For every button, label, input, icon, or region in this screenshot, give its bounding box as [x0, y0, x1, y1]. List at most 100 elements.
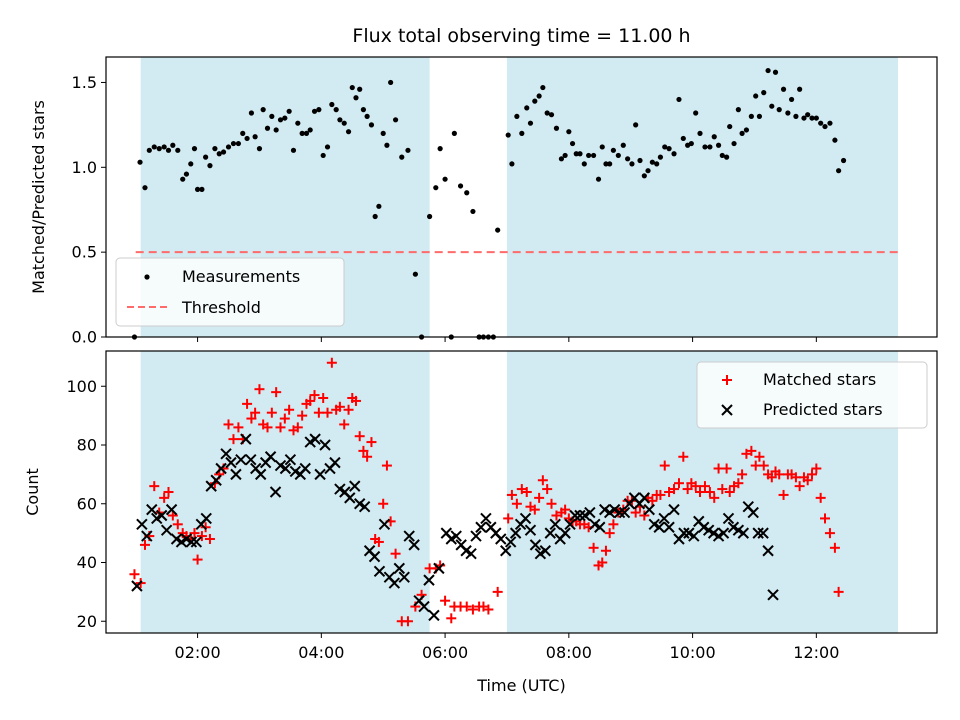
matched-legend-marker [722, 375, 732, 385]
x-tick-label: 12:00 [793, 643, 839, 662]
measurement-point [372, 213, 378, 220]
matched-star-point [537, 475, 548, 486]
measurement-point [581, 161, 587, 167]
predicted-star-point-b [470, 530, 482, 542]
predicted-star-point [524, 524, 537, 536]
measurement-point [666, 146, 672, 152]
predicted-star-point [643, 503, 655, 516]
measurement-point [548, 112, 555, 118]
matched-star-point [774, 469, 785, 480]
measurement-point [586, 152, 592, 159]
matched-star-point [600, 545, 611, 556]
matched-legend-glyph [722, 375, 732, 385]
matched-star-point [373, 536, 384, 547]
observing-window-0 [140, 351, 430, 633]
predicted-star-point-b [589, 518, 601, 531]
matched-star-point [529, 504, 540, 515]
predicted-star-point-b [353, 498, 366, 510]
matched-star-point [390, 548, 401, 559]
predicted-star-point-b [529, 539, 542, 551]
matched-star-point [292, 422, 303, 433]
measurement-point [566, 129, 572, 135]
matched-star-point [811, 463, 822, 474]
matched-star-point [309, 390, 320, 401]
matched-star-point [242, 398, 253, 409]
predicted-star-point [230, 468, 242, 481]
measurement-point [562, 152, 568, 159]
predicted-star-point-b [393, 562, 406, 575]
predicted-star-point-b [460, 545, 472, 557]
predicted-star-point-b [210, 474, 222, 486]
predicted-star-point-b [349, 480, 361, 492]
predicted-star-point-b [373, 565, 386, 578]
x-tick-label: 08:00 [546, 643, 592, 662]
predicted-star-point [378, 518, 391, 531]
matched-star-point [262, 422, 273, 433]
matched-star-point [833, 586, 844, 597]
measurement-point [277, 117, 284, 123]
predicted-star-point [433, 562, 445, 575]
measurement-point [260, 107, 266, 113]
predicted-star-point [688, 530, 700, 542]
measurement-point [615, 152, 621, 159]
measurement-point [333, 107, 339, 113]
measurement-point [558, 156, 565, 162]
measurement-point [573, 151, 579, 157]
measurement-point [225, 144, 232, 150]
predicted-star-point-b [480, 512, 492, 525]
measurement-point [349, 84, 355, 91]
matched-star-point [467, 604, 478, 615]
measurement-point [739, 130, 745, 136]
predicted-star-point [314, 468, 326, 481]
measurement-point [341, 120, 347, 126]
predicted-star-point [569, 509, 581, 522]
predicted-star-point-b [344, 492, 356, 504]
matched-star-point [778, 489, 789, 500]
predicted-star-point [368, 550, 381, 563]
predicted-star-point [584, 506, 596, 519]
matched-star-point [381, 460, 392, 471]
chart-title: Flux total observing time = 11.00 h [352, 25, 690, 47]
predicted-star-point [423, 574, 435, 586]
predicted-star-point [358, 500, 371, 513]
matched-star-point [807, 469, 818, 480]
matched-star-point [724, 487, 735, 497]
predicted-star-point-b [569, 509, 581, 522]
predicted-star-point-b [245, 453, 257, 466]
predicted-star-point-b [165, 503, 178, 516]
matched-star-point [521, 487, 532, 497]
matched-star-point [699, 481, 710, 492]
matched-star-point [189, 528, 200, 539]
x-axis-label: Time (UTC) [476, 676, 565, 695]
measurement-point [519, 130, 525, 136]
measurement-point [641, 173, 647, 179]
predicted-star-point [398, 571, 410, 583]
matched-star-point [737, 469, 748, 480]
measurement-point [536, 93, 542, 99]
measurement-point [776, 107, 782, 113]
matched-star-point [597, 557, 608, 568]
measurement-point [514, 113, 520, 119]
predicted-star-point [539, 545, 552, 557]
matched-star-point [196, 531, 207, 542]
y-tick-label: 1.5 [72, 73, 97, 92]
predicted-star-point [767, 589, 779, 601]
predicted-star-point [131, 580, 143, 592]
predicted-star-point-b [475, 521, 487, 533]
predicted-star-point-b [668, 503, 680, 516]
matched-star-point [402, 616, 413, 627]
matched-star-point [746, 445, 757, 456]
bottom-axes-frame [105, 350, 938, 634]
measurement-point [620, 142, 626, 148]
matched-star-point [503, 513, 514, 524]
matched-star-point [254, 384, 265, 395]
predicted-star-point [240, 433, 252, 445]
measurement-point [649, 159, 655, 165]
top-panel: 0.0 0.5 1.0 1.5 Matched/Predicted stars Mea… [29, 56, 938, 347]
measurement-point [165, 147, 172, 153]
predicted-star-point-b [339, 486, 351, 498]
predicted-star-point-b [403, 530, 415, 542]
predicted-star-point-b [299, 462, 311, 475]
bottom-y-axis: 20 40 60 80 100 [66, 377, 106, 631]
predicted-star-point [500, 545, 512, 557]
